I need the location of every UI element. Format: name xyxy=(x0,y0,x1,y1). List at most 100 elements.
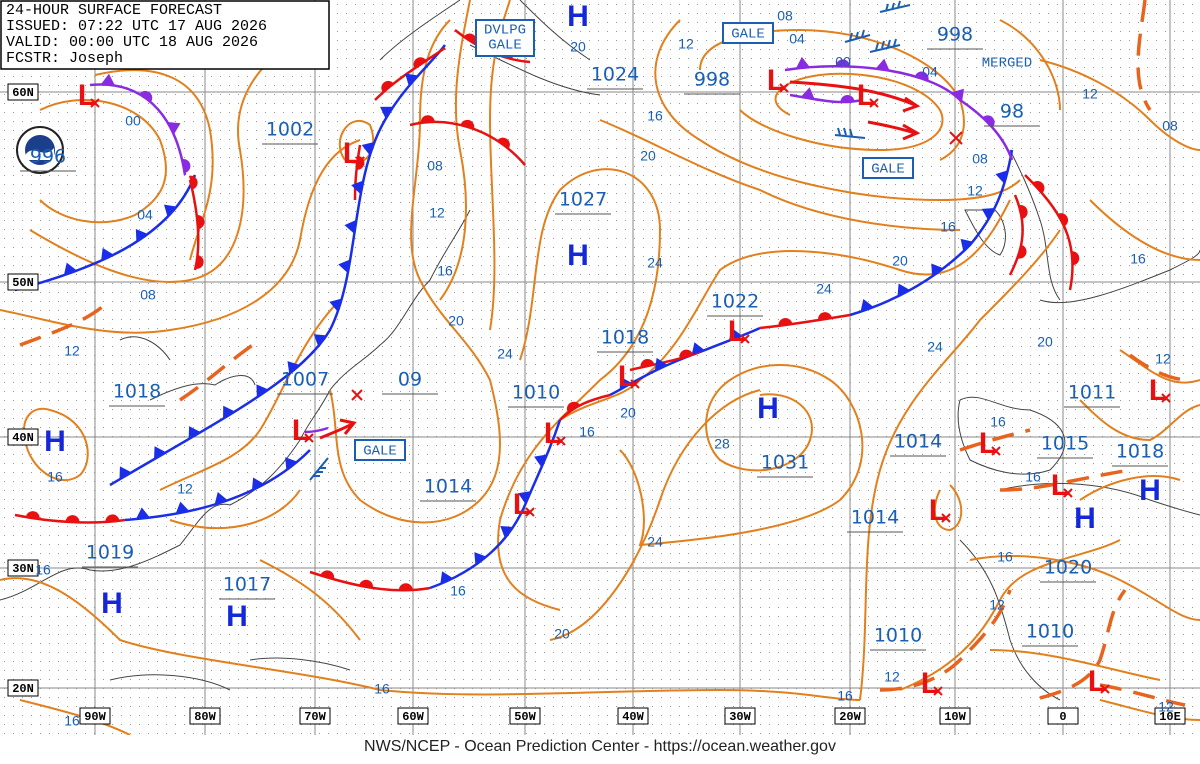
low-marker xyxy=(779,83,789,93)
isobar-label: 12 xyxy=(884,669,900,685)
front-triangle xyxy=(351,180,364,195)
high-center: H xyxy=(567,239,589,272)
motion-arrow xyxy=(867,120,921,141)
low-marker xyxy=(90,98,100,108)
pressure-label: 1011 xyxy=(1068,382,1116,404)
low-center: L xyxy=(979,427,997,460)
annotation: GALE xyxy=(488,38,522,54)
low-center: L xyxy=(1149,374,1167,407)
pressure-label: 998 xyxy=(937,24,973,46)
pressure-label: 1017 xyxy=(223,574,271,596)
front-semicircle xyxy=(195,254,204,269)
low-marker xyxy=(933,686,943,696)
annotation: GALE xyxy=(731,27,765,43)
front-semicircle xyxy=(497,137,510,149)
isobar-label: 08 xyxy=(427,158,443,174)
longitude-label: 10W xyxy=(944,710,966,724)
isobar-label: 16 xyxy=(940,219,956,235)
pressure-label: 1022 xyxy=(711,291,759,313)
annotation-box xyxy=(722,22,774,44)
front-triangle xyxy=(188,426,201,440)
longitude-label: 80W xyxy=(194,710,216,724)
longitude-label: 0 xyxy=(1059,710,1066,724)
latitude-label-box xyxy=(7,83,39,101)
latitude-label: 40N xyxy=(12,431,34,445)
occluded-front xyxy=(784,65,1014,161)
pressure-label: 1010 xyxy=(874,625,922,647)
low-center: L xyxy=(857,79,875,112)
front-triangle xyxy=(405,73,419,87)
coastline xyxy=(119,336,256,401)
front-triangle xyxy=(474,552,487,566)
longitude-label: 30W xyxy=(729,710,751,724)
front-triangle xyxy=(440,571,454,585)
isobar-label: 20 xyxy=(570,39,586,55)
trough xyxy=(959,428,1131,492)
isobar-label: 24 xyxy=(927,339,943,355)
front-triangle xyxy=(981,207,995,221)
dissipating-low xyxy=(351,131,963,401)
latitude-label: 20N xyxy=(12,682,34,696)
longitude-label: 60W xyxy=(402,710,424,724)
low-marker xyxy=(355,156,365,166)
front-triangle xyxy=(135,507,150,520)
front-semicircle xyxy=(640,359,655,368)
front-triangle xyxy=(960,238,974,252)
trough xyxy=(179,338,261,402)
isobar xyxy=(599,59,1200,261)
front-semicircle xyxy=(818,312,832,321)
high-center: H xyxy=(44,425,66,458)
isobar xyxy=(39,99,167,224)
low-center: L xyxy=(728,315,746,348)
warm-front xyxy=(629,313,851,372)
noaa-logo xyxy=(16,126,64,174)
isobar-label: 16 xyxy=(579,424,595,440)
longitude-label-box xyxy=(189,707,221,725)
header-line: ISSUED: 07:22 UTC 17 AUG 2026 xyxy=(6,18,267,35)
pressure-label: 1014 xyxy=(424,476,472,498)
longitude-label-box xyxy=(939,707,971,725)
isobar xyxy=(0,139,361,334)
isobar-label: 12 xyxy=(177,481,193,497)
isobar-label: 16 xyxy=(47,469,63,485)
pressure-label: 1018 xyxy=(601,327,649,349)
latitude-label-box xyxy=(7,428,39,446)
front-semicircle xyxy=(381,80,394,93)
pressure-label: 1015 xyxy=(1041,433,1089,455)
annotation: GALE xyxy=(871,162,905,178)
isobar-label: 12 xyxy=(989,597,1005,613)
low-marker xyxy=(991,446,1001,456)
header-line: FCSTR: Joseph xyxy=(6,50,123,67)
latitude-label-box xyxy=(7,679,39,697)
pressure-label: 1027 xyxy=(559,189,607,211)
latitude-label: 30N xyxy=(12,562,34,576)
front-triangle xyxy=(897,283,910,297)
low-marker xyxy=(304,433,314,443)
front-semicircle xyxy=(65,515,80,523)
isobar-label: 08 xyxy=(1162,118,1178,134)
warm-front xyxy=(1008,194,1024,276)
front-semicircle xyxy=(196,215,205,229)
front-triangle xyxy=(164,204,177,218)
low-center: L xyxy=(513,488,531,521)
isobar xyxy=(619,364,864,547)
pressure-label: 1002 xyxy=(266,119,314,141)
front-semicircle xyxy=(460,119,475,129)
front-semicircle xyxy=(914,71,929,81)
wind-barb xyxy=(844,29,901,53)
isobar-label: 12 xyxy=(967,183,983,199)
isobar-label: 24 xyxy=(647,255,663,271)
pressure-label: 998 xyxy=(694,69,730,91)
pressure-label: 1010 xyxy=(1026,621,1074,643)
header-line: VALID: 00:00 UTC 18 AUG 2026 xyxy=(6,34,258,51)
pressure-label: 1019 xyxy=(86,542,134,564)
coastline xyxy=(0,209,471,601)
low-marker xyxy=(941,513,951,523)
front-triangle xyxy=(795,56,810,69)
front-triangle xyxy=(287,361,300,374)
low-center: L xyxy=(292,414,310,447)
occluded-front xyxy=(789,93,863,104)
low-marker xyxy=(1063,488,1073,498)
footer: NWS/NCEP - Ocean Prediction Center - htt… xyxy=(364,738,836,755)
